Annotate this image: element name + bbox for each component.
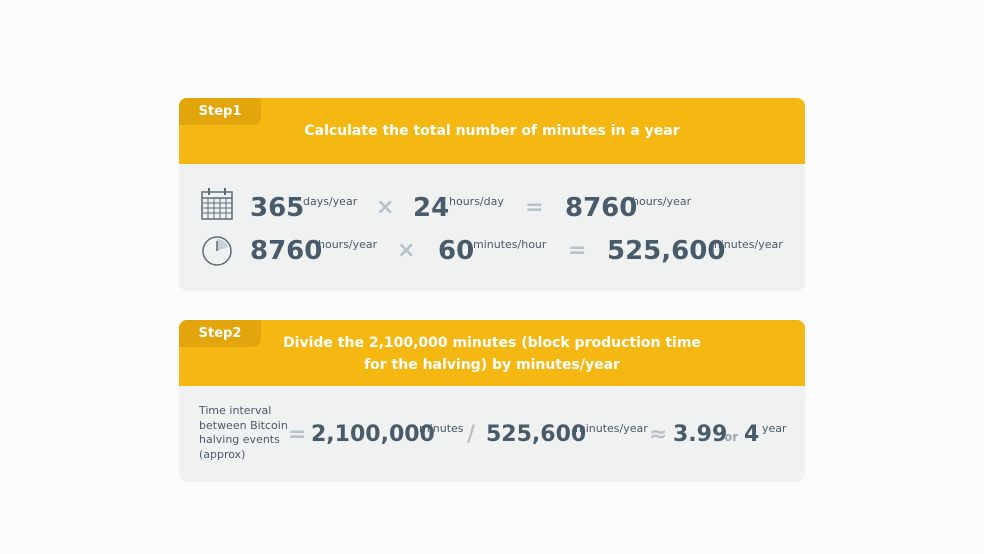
- operator: =: [288, 422, 307, 447]
- unit: hours/year: [632, 195, 692, 208]
- operator: =: [568, 238, 587, 263]
- step1-header: [179, 98, 805, 164]
- step-title: Divide the 2,100,000 minutes (block prod…: [283, 335, 701, 351]
- operator: ≈: [649, 422, 668, 447]
- description: (approx): [199, 447, 246, 461]
- number: 60: [438, 236, 475, 266]
- step2-header: [179, 320, 805, 386]
- number: 365: [250, 193, 305, 223]
- or-text: or: [724, 430, 739, 444]
- step-label: Step1: [179, 98, 261, 125]
- operator: =: [525, 195, 544, 220]
- operator: /: [467, 422, 476, 447]
- unit: year: [762, 422, 787, 435]
- operator: ×: [376, 195, 395, 220]
- number: 8760: [250, 236, 323, 266]
- description: Time interval: [199, 404, 272, 417]
- unit: minutes/year: [710, 238, 783, 251]
- clock-icon: [202, 236, 232, 266]
- operator: ×: [397, 238, 416, 263]
- unit: hours/year: [318, 238, 378, 251]
- number: 24: [413, 193, 450, 223]
- number: 3.99: [673, 422, 728, 447]
- unit: hours/day: [449, 195, 504, 208]
- number: 525,600: [486, 422, 587, 447]
- step2-card: Step2 Divide the 2,100,000 minutes (bloc…: [179, 320, 805, 482]
- step-label: Step2: [179, 320, 261, 347]
- number: 2,100,000: [311, 422, 435, 447]
- description: halving events: [199, 433, 280, 446]
- number: 8760: [565, 193, 638, 223]
- unit: minutes/hour: [473, 238, 547, 251]
- unit: days/year: [303, 195, 358, 208]
- number: 525,600: [607, 236, 726, 266]
- number: 4: [744, 422, 760, 447]
- step-title: Calculate the total number of minutes in…: [304, 123, 680, 139]
- unit: minutes/year: [575, 422, 648, 435]
- unit: minutes: [419, 422, 464, 435]
- description: between Bitcoin: [199, 418, 288, 432]
- step1-card: Step1 Calculate the total number of minu…: [179, 98, 805, 291]
- step-title: for the halving) by minutes/year: [364, 357, 620, 373]
- calendar-icon: [201, 188, 233, 220]
